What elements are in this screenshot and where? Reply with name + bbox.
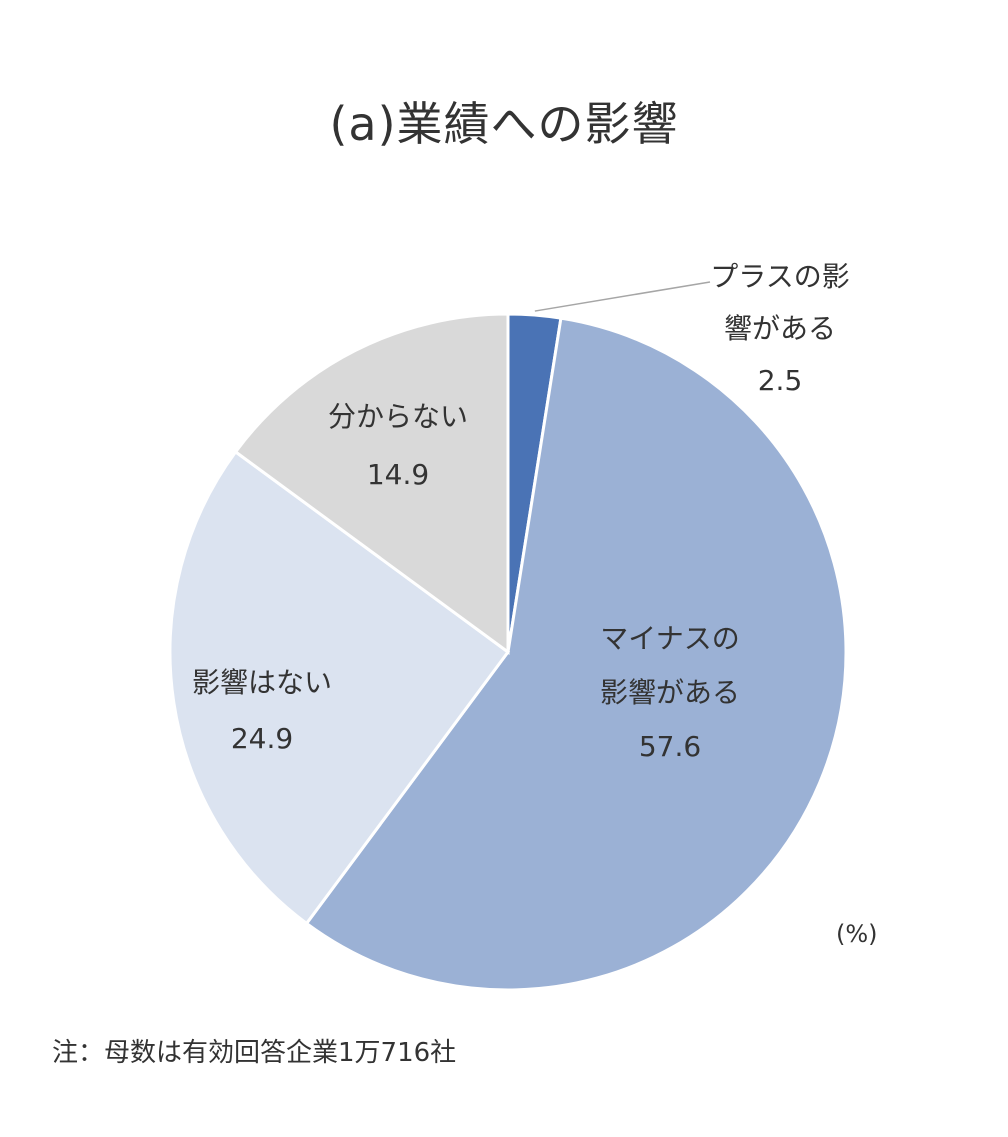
slice-value-0: 2.5 — [758, 364, 803, 397]
slice-label-2-0: 影響はない — [192, 666, 332, 699]
pie-slice-1 — [304, 316, 848, 992]
slice-label-1-0: マイナスの — [600, 622, 739, 655]
slice-label-0-0: プラスの影 — [710, 260, 849, 293]
unit-label: (%) — [836, 920, 878, 948]
slice-value-2: 24.9 — [231, 722, 293, 755]
slice-label-0-1: 響がある — [724, 312, 836, 345]
chart-title: (a)業績への影響 — [329, 97, 679, 151]
leader-line-0 — [534, 281, 711, 312]
pie-slice-3 — [233, 312, 510, 655]
slice-label-3-0: 分からない — [328, 400, 468, 433]
slice-value-3: 14.9 — [367, 458, 429, 491]
slice-value-1: 57.6 — [639, 730, 701, 763]
pie-slices — [168, 312, 848, 992]
pie-slice-2 — [168, 449, 511, 926]
footnote: 注：母数は有効回答企業1万716社 — [52, 1038, 457, 1068]
slice-label-1-1: 影響がある — [600, 676, 740, 709]
